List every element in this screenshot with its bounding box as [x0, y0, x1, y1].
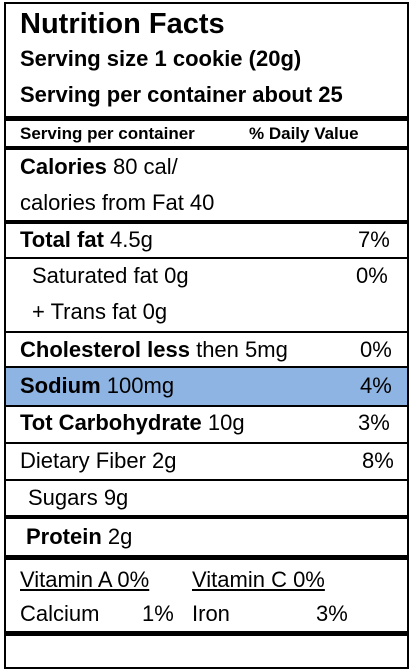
dietary-fiber-dv: 8% — [362, 448, 394, 473]
total-fat-row: Total fat 4.5g — [20, 224, 153, 256]
trans-fat-divider — [6, 331, 407, 333]
total-fat-value: 4.5g — [110, 227, 153, 252]
header-divider — [6, 146, 407, 150]
fiber-divider — [6, 479, 407, 481]
calcium-label: Calcium — [20, 601, 100, 626]
sugars-divider — [6, 515, 407, 519]
sodium-value: 100mg — [106, 373, 175, 398]
calories-divider — [6, 220, 407, 224]
iron-value: 3% — [316, 601, 348, 626]
protein-value: 2g — [107, 524, 133, 549]
carbohydrate-divider — [6, 442, 407, 444]
total-fat-label: Total fat — [20, 227, 104, 252]
calories-from-fat: calories from Fat 40 — [20, 190, 215, 215]
column-header-right: % Daily Value — [249, 124, 359, 143]
title-divider — [6, 116, 407, 121]
dietary-fiber: Dietary Fiber 2g — [20, 448, 177, 473]
sodium-highlight — [6, 368, 407, 406]
protein-label: Protein — [26, 524, 102, 549]
saturated-fat: Saturated fat 0g — [32, 263, 189, 288]
sodium-divider — [6, 405, 407, 407]
calories-value: 80 cal/ — [112, 154, 178, 179]
trans-fat: + Trans fat 0g — [32, 299, 168, 324]
serving-size: Serving size 1 cookie (20g) — [20, 46, 302, 71]
carbohydrate-value: 10g — [207, 410, 245, 435]
calories-label: Calories — [20, 154, 107, 179]
cholesterol-value: then 5mg — [196, 337, 288, 362]
cholesterol-divider — [6, 366, 407, 368]
vitamin-c: Vitamin C 0% — [192, 567, 325, 592]
calcium-value: 1% — [142, 601, 174, 626]
iron-label: Iron — [192, 601, 230, 626]
label-title: Nutrition Facts — [20, 8, 225, 40]
sodium-row: Sodium 100mg — [20, 370, 174, 402]
cholesterol-label: Cholesterol less — [20, 337, 190, 362]
carbohydrate-row: Tot Carbohydrate 10g — [20, 407, 245, 439]
protein-divider — [6, 555, 407, 560]
vitamin-a: Vitamin A 0% — [20, 567, 150, 592]
cholesterol-dv: 0% — [360, 337, 392, 362]
sugars: Sugars 9g — [28, 485, 129, 510]
cholesterol-row: Cholesterol less then 5mg — [20, 334, 288, 366]
saturated-fat-dv: 0% — [356, 263, 388, 288]
bottom-divider — [6, 631, 407, 636]
total-fat-dv: 7% — [358, 227, 390, 252]
carbohydrate-label: Tot Carbohydrate — [20, 410, 202, 435]
protein-row: Protein 2g — [26, 520, 132, 554]
servings-per-container: Serving per container about 25 — [20, 82, 343, 107]
calories-row: Calories 80 cal/ — [20, 152, 178, 182]
total-fat-divider — [6, 257, 407, 259]
sodium-label: Sodium — [20, 373, 101, 398]
sodium-dv: 4% — [360, 373, 392, 398]
carbohydrate-dv: 3% — [358, 410, 390, 435]
nutrition-label: Nutrition Facts Serving size 1 cookie (2… — [4, 2, 409, 669]
column-header-left: Serving per container — [20, 124, 195, 143]
